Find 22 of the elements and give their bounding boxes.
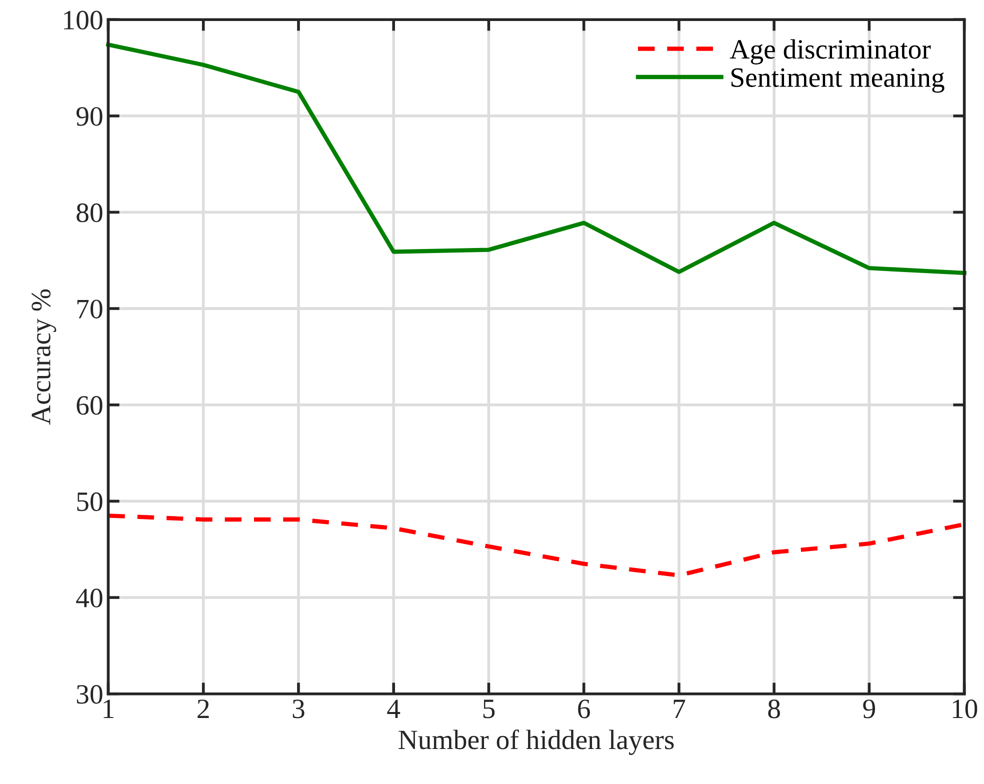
x-tick-label: 9 xyxy=(863,700,876,718)
y-tick-label: 80 xyxy=(76,203,102,222)
y-tick-label: 30 xyxy=(76,685,102,704)
x-tick-label: 7 xyxy=(674,700,686,718)
x-tick-label: 3 xyxy=(292,700,304,718)
x-tick-label: 1 xyxy=(104,700,114,718)
x-tick-label: 2 xyxy=(198,700,209,718)
legend-label: Age discriminator xyxy=(730,39,931,64)
x-axis-title: Number of hidden layers xyxy=(398,729,674,755)
x-tick-label: 4 xyxy=(387,700,400,718)
legend-label: Sentiment meaning xyxy=(731,68,944,93)
y-tick-label: 60 xyxy=(76,396,102,415)
y-tick-label: 70 xyxy=(77,300,102,318)
y-tick-label: 90 xyxy=(76,107,102,126)
x-tick-label: 10 xyxy=(952,700,978,718)
y-tick-label: 50 xyxy=(77,492,102,512)
x-tick-label: 6 xyxy=(578,700,590,718)
y-axis-title: Accuracy % xyxy=(32,289,56,425)
y-tick-label: 40 xyxy=(76,588,102,608)
x-tick-label: 5 xyxy=(483,700,495,718)
x-tick-label: 8 xyxy=(768,700,780,718)
y-tick-label: 100 xyxy=(64,10,102,30)
